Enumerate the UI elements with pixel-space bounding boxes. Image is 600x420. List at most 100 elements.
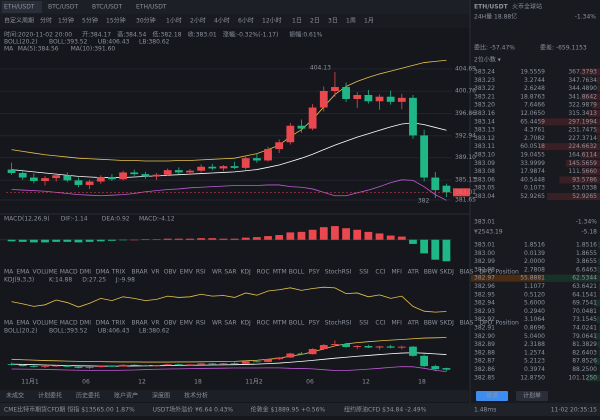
bottom-tab[interactable]: 账户资产 — [114, 392, 138, 400]
indicator-button[interactable]: EMA — [16, 320, 30, 327]
indicator-button[interactable]: VOLUME — [33, 320, 58, 327]
indicator-button[interactable]: MACD — [60, 320, 78, 327]
period-button[interactable]: 2日 — [310, 18, 320, 25]
bottom-tab[interactable]: 历史委托 — [76, 392, 100, 400]
indicator-button[interactable]: OBV — [164, 269, 178, 276]
indicator-button[interactable]: DMA — [96, 320, 111, 327]
candle-body — [275, 357, 283, 359]
indicator-button[interactable]: DMI — [80, 269, 92, 276]
candle-body — [108, 366, 116, 367]
period-button[interactable]: 12小时 — [262, 17, 282, 25]
indicator-button[interactable]: ATR — [408, 269, 419, 276]
indicator-button[interactable]: CCI — [375, 269, 385, 276]
order-button-label[interactable]: 普通 — [486, 392, 498, 400]
bid-amount: 2.0000 — [524, 258, 545, 265]
period-button[interactable]: 1月 — [364, 18, 374, 25]
indicator-button[interactable]: SSI — [359, 269, 369, 276]
indicator-button[interactable]: EMA — [16, 269, 30, 276]
indicator-button[interactable]: WR — [212, 269, 222, 276]
indicator-button[interactable]: MTM — [273, 320, 287, 327]
ask-total: 297.1994 — [568, 118, 597, 125]
indicator-button[interactable]: SAR — [224, 269, 236, 276]
indicator-button[interactable]: MFI — [392, 269, 403, 276]
indicator-button[interactable]: EMV — [180, 269, 194, 276]
bottom-tab[interactable]: 深度图 — [152, 392, 170, 400]
indicator-button[interactable]: PSY — [309, 320, 320, 327]
indicator-button[interactable]: MFI — [392, 320, 403, 327]
candle-body — [41, 366, 49, 367]
indicator-button[interactable]: SKDJ — [440, 320, 454, 327]
period-button[interactable]: 30分钟 — [136, 17, 156, 25]
y-tick-label: 404.69 — [455, 65, 476, 72]
indicator-button[interactable]: MTM — [273, 269, 287, 276]
period-button[interactable]: 3日 — [328, 18, 338, 25]
indicator-button[interactable]: RSI — [196, 269, 206, 276]
indicator-button[interactable]: DMA — [96, 269, 111, 276]
tab[interactable]: ETH/USDT — [4, 4, 35, 11]
indicator-button[interactable]: SSI — [359, 320, 369, 327]
period-button[interactable]: 1小时 — [166, 17, 182, 25]
indicator-button[interactable]: BIAS — [460, 269, 474, 276]
indicator-button[interactable]: VR — [151, 320, 159, 327]
period-button[interactable]: 15分钟 — [106, 17, 126, 25]
indicator-button[interactable]: SAR — [224, 320, 236, 327]
indicator-button[interactable]: KDJ — [241, 269, 252, 276]
indicator-button[interactable]: BRAR — [132, 320, 148, 327]
candle-body — [175, 364, 183, 365]
indicator-button[interactable]: KDJ — [241, 320, 252, 327]
tab[interactable]: BTC/USDT — [48, 4, 78, 11]
indicator-button[interactable]: BBW — [424, 320, 438, 327]
macd-bar — [220, 239, 228, 240]
indicator-button[interactable]: SKDJ — [440, 269, 454, 276]
bottom-tab[interactable]: 技术分析 — [184, 392, 208, 400]
macd-bar — [320, 227, 328, 240]
precision-select[interactable]: 2位小数 ▾ — [474, 56, 501, 64]
macd-bar — [97, 240, 105, 242]
period-button[interactable]: 1分钟 — [58, 17, 74, 25]
period-button[interactable]: 4小时 — [214, 17, 230, 25]
x-tick-label: 11月2 — [245, 379, 263, 386]
indicator-button[interactable]: MA — [4, 320, 14, 327]
bottom-tab[interactable]: 计划委托 — [38, 392, 62, 400]
macd-bar — [364, 232, 372, 240]
order-button-label[interactable]: 计划单 — [523, 392, 541, 400]
indicator-button[interactable]: Position — [496, 320, 520, 327]
tab[interactable]: BTC/USDT — [92, 4, 122, 11]
period-button[interactable]: 1日 — [292, 18, 302, 25]
ask-amount: 33.9999 — [520, 160, 545, 167]
period-button[interactable]: 自定义周期 — [4, 17, 34, 25]
indicator-button[interactable]: BRAR — [132, 269, 148, 276]
indicator-button[interactable]: PSY — [309, 269, 320, 276]
indicator-button[interactable]: VOLUME — [33, 269, 58, 276]
indicator-button[interactable]: VR — [151, 269, 159, 276]
indicator-button[interactable]: BBW — [424, 269, 438, 276]
period-button[interactable]: 6小时 — [238, 17, 254, 25]
indicator-button[interactable]: ROC — [257, 320, 270, 327]
bottom-tab[interactable]: 未成交 — [6, 392, 24, 400]
indicator-button[interactable]: BIAS — [460, 320, 474, 327]
info: 收:383.01 — [188, 31, 217, 39]
indicator-button[interactable]: RSI — [196, 320, 206, 327]
period-button[interactable]: 分时 — [40, 17, 52, 25]
period-button[interactable]: 2小时 — [190, 17, 206, 25]
indicator-button[interactable]: BOLL — [289, 269, 305, 276]
indicator-button[interactable]: MA — [4, 269, 14, 276]
period-button[interactable]: 1周 — [346, 18, 356, 25]
indicator-button[interactable]: StochRSI — [325, 269, 352, 276]
indicator-button[interactable]: DMI — [80, 320, 92, 327]
indicator-button[interactable]: TRIX — [111, 320, 126, 327]
indicator-button[interactable]: TRIX — [111, 269, 126, 276]
period-button[interactable]: 5分钟 — [82, 17, 98, 25]
ask-amount: 12.0650 — [520, 110, 545, 117]
indicator-button[interactable]: OBV — [164, 320, 178, 327]
indicator-button[interactable]: EMV — [180, 320, 194, 327]
indicator-button[interactable]: CCI — [375, 320, 385, 327]
indicator-button[interactable]: ROC — [257, 269, 270, 276]
indicator-button[interactable]: StochRSI — [325, 320, 352, 327]
tab[interactable]: ETH/USDT — [136, 4, 167, 11]
indicator-button[interactable]: MACD — [60, 269, 78, 276]
indicator-button[interactable]: BOLL — [289, 320, 305, 327]
indicator-button[interactable]: Position — [496, 269, 520, 276]
indicator-button[interactable]: WR — [212, 320, 222, 327]
indicator-button[interactable]: ATR — [408, 320, 419, 327]
